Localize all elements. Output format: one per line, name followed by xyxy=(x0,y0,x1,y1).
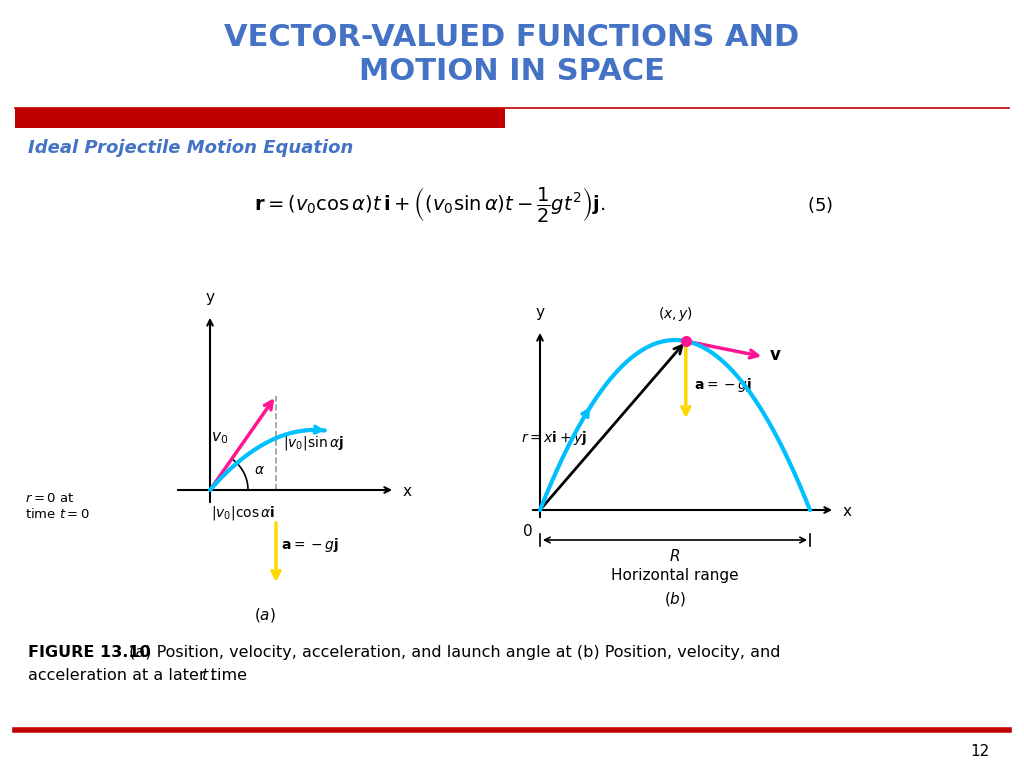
Text: $r = x\mathbf{i} + y\mathbf{j}$: $r = x\mathbf{i} + y\mathbf{j}$ xyxy=(521,429,588,446)
Text: y: y xyxy=(206,290,214,305)
Text: x: x xyxy=(403,485,412,499)
Text: acceleration at a later time: acceleration at a later time xyxy=(28,668,252,683)
Text: $r = 0$ at: $r = 0$ at xyxy=(25,492,75,505)
Text: Ideal Projectile Motion Equation: Ideal Projectile Motion Equation xyxy=(28,139,353,157)
Text: $(5)$: $(5)$ xyxy=(807,195,833,215)
Text: $\alpha$: $\alpha$ xyxy=(254,463,265,477)
Text: $(b)$: $(b)$ xyxy=(664,590,686,608)
Text: $|v_0|\sin\alpha\mathbf{j}$: $|v_0|\sin\alpha\mathbf{j}$ xyxy=(283,434,344,452)
Bar xyxy=(15,108,505,128)
Text: $\mathbf{r} = (v_0 \cos \alpha)t\,\mathbf{i} + \left((v_0 \sin \alpha)t - \dfrac: $\mathbf{r} = (v_0 \cos \alpha)t\,\mathb… xyxy=(254,186,606,224)
Text: time $t = 0$: time $t = 0$ xyxy=(25,507,90,521)
Text: $v_0$: $v_0$ xyxy=(211,430,228,446)
Text: $(x, y)$: $(x, y)$ xyxy=(658,305,693,323)
Text: 12: 12 xyxy=(971,744,990,760)
Text: MOTION IN SPACE: MOTION IN SPACE xyxy=(359,58,665,87)
Text: 0: 0 xyxy=(523,524,532,539)
Text: t: t xyxy=(202,668,208,683)
Text: $\mathbf{a} = -g\mathbf{j}$: $\mathbf{a} = -g\mathbf{j}$ xyxy=(281,536,339,554)
Text: $\mathbf{a} = -g\mathbf{j}$: $\mathbf{a} = -g\mathbf{j}$ xyxy=(694,376,752,394)
Text: $|v_0|\cos\alpha\mathbf{i}$: $|v_0|\cos\alpha\mathbf{i}$ xyxy=(211,504,275,522)
Text: x: x xyxy=(843,505,852,519)
Text: VECTOR-VALUED FUNCTIONS AND: VECTOR-VALUED FUNCTIONS AND xyxy=(224,24,800,52)
Text: $R$: $R$ xyxy=(670,548,681,564)
Text: .: . xyxy=(209,668,214,683)
Text: FIGURE 13.10: FIGURE 13.10 xyxy=(28,645,151,660)
Text: $(a)$: $(a)$ xyxy=(254,606,275,624)
Text: y: y xyxy=(536,305,545,320)
Text: (a) Position, velocity, acceleration, and launch angle at (b) Position, velocity: (a) Position, velocity, acceleration, an… xyxy=(124,645,780,660)
Text: Horizontal range: Horizontal range xyxy=(611,568,738,583)
Text: $\mathbf{v}$: $\mathbf{v}$ xyxy=(769,346,781,364)
